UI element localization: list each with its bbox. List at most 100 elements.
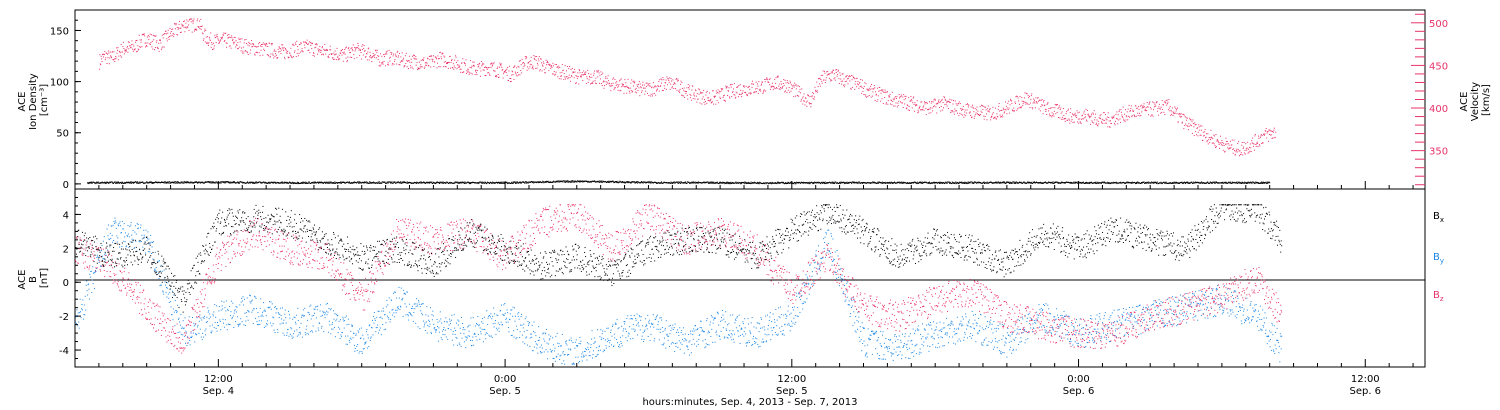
velocity-point	[320, 51, 322, 53]
density-point	[784, 183, 786, 185]
density-point	[90, 181, 92, 183]
velocity-point	[951, 111, 953, 113]
density-point	[692, 181, 694, 183]
density-point	[1028, 182, 1030, 184]
velocity-point	[976, 106, 978, 108]
density-point	[878, 182, 880, 184]
velocity-point	[868, 90, 870, 92]
density-point	[1070, 182, 1072, 184]
velocity-point	[281, 47, 283, 49]
density-point	[410, 182, 412, 184]
density-point	[518, 182, 520, 184]
velocity-point	[732, 88, 734, 90]
velocity-point	[403, 57, 405, 59]
velocity-point	[543, 63, 545, 65]
density-point	[427, 182, 429, 184]
density-point	[1029, 182, 1031, 184]
velocity-point	[1014, 110, 1016, 112]
density-point	[732, 182, 734, 184]
velocity-point	[401, 52, 403, 54]
density-point	[658, 182, 660, 184]
velocity-point	[361, 45, 363, 47]
density-point	[930, 182, 932, 184]
density-point	[97, 181, 99, 183]
velocity-point	[853, 77, 855, 79]
velocity-point	[794, 95, 796, 97]
velocity-point	[867, 95, 869, 97]
velocity-point	[535, 59, 537, 61]
velocity-point	[193, 18, 195, 20]
velocity-point	[1128, 115, 1130, 117]
velocity-point	[1266, 137, 1268, 139]
velocity-point	[1174, 112, 1176, 114]
density-point	[515, 182, 517, 184]
velocity-point	[1062, 108, 1064, 110]
velocity-point	[231, 35, 233, 37]
density-point	[901, 182, 903, 184]
velocity-point	[352, 50, 354, 52]
density-point	[578, 180, 580, 182]
velocity-point	[818, 83, 820, 85]
density-point	[498, 181, 500, 183]
density-point	[199, 182, 201, 184]
velocity-point	[1093, 122, 1095, 124]
velocity-point	[923, 101, 925, 103]
velocity-point	[753, 92, 755, 94]
velocity-point	[272, 54, 274, 56]
velocity-point	[980, 113, 982, 115]
velocity-point	[297, 46, 299, 48]
velocity-point	[362, 54, 364, 56]
density-point	[1052, 182, 1054, 184]
velocity-point	[1143, 106, 1145, 108]
density-point	[480, 181, 482, 183]
velocity-point	[881, 98, 883, 100]
density-point	[91, 182, 93, 184]
velocity-point	[325, 53, 327, 55]
velocity-point	[514, 65, 516, 67]
density-point	[166, 182, 168, 184]
density-point	[1009, 182, 1011, 184]
velocity-point	[971, 117, 973, 119]
velocity-point	[1049, 107, 1051, 109]
velocity-point	[1148, 114, 1150, 116]
velocity-point	[708, 97, 710, 99]
velocity-point	[1095, 113, 1097, 115]
velocity-point	[604, 77, 606, 79]
velocity-point	[1047, 102, 1049, 104]
density-point	[881, 183, 883, 185]
density-point	[187, 181, 189, 183]
density-point	[1018, 182, 1020, 184]
density-point	[196, 182, 198, 184]
velocity-point	[1211, 137, 1213, 139]
velocity-point	[919, 107, 921, 109]
velocity-point	[630, 82, 632, 84]
density-point	[697, 182, 699, 184]
velocity-point	[1002, 107, 1004, 109]
density-point	[514, 181, 516, 183]
velocity-point	[775, 87, 777, 89]
velocity-point	[264, 43, 266, 45]
velocity-point	[207, 36, 209, 38]
velocity-point	[1086, 119, 1088, 121]
velocity-point	[952, 99, 954, 101]
velocity-point	[1042, 104, 1044, 106]
density-point	[142, 181, 144, 183]
density-point	[730, 181, 732, 183]
density-point	[308, 181, 310, 183]
velocity-point	[1130, 107, 1132, 109]
velocity-point	[518, 66, 520, 68]
density-point	[837, 182, 839, 184]
velocity-point	[1250, 147, 1252, 149]
velocity-point	[156, 46, 158, 48]
velocity-point	[857, 84, 859, 86]
velocity-point	[1015, 96, 1017, 98]
velocity-point	[159, 39, 161, 41]
velocity-point	[812, 92, 814, 94]
velocity-point	[317, 50, 319, 52]
velocity-point	[733, 94, 735, 96]
density-point	[713, 181, 715, 183]
density-point	[1060, 182, 1062, 184]
velocity-point	[773, 85, 775, 87]
velocity-point	[284, 58, 286, 60]
velocity-point	[219, 40, 221, 42]
